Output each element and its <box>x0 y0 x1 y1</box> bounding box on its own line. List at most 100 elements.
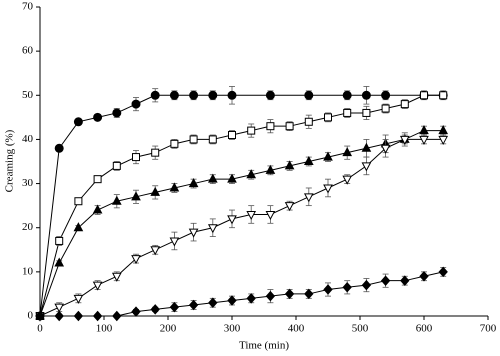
marker <box>381 90 391 100</box>
marker <box>54 310 64 322</box>
marker <box>92 204 103 214</box>
x-tick-label: 0 <box>37 323 43 335</box>
y-tick-label: 70 <box>22 1 34 13</box>
marker <box>324 113 332 122</box>
marker <box>438 135 449 145</box>
marker <box>247 126 256 135</box>
marker <box>246 210 257 221</box>
marker <box>54 257 65 267</box>
marker <box>169 301 180 313</box>
x-tick-label: 200 <box>160 323 177 335</box>
marker <box>170 139 179 148</box>
marker <box>361 90 371 100</box>
marker <box>380 275 391 286</box>
marker <box>323 284 333 295</box>
marker <box>132 153 140 162</box>
marker <box>151 148 160 157</box>
marker <box>304 288 314 300</box>
y-tick-label: 40 <box>22 133 34 145</box>
marker <box>419 271 429 282</box>
marker <box>361 162 372 172</box>
marker <box>131 99 141 109</box>
marker <box>150 246 161 256</box>
marker <box>303 155 314 165</box>
marker <box>361 142 372 152</box>
marker <box>189 90 199 100</box>
marker <box>188 178 199 188</box>
marker <box>92 310 103 322</box>
marker <box>399 135 410 145</box>
marker <box>246 169 257 179</box>
marker <box>419 125 429 135</box>
marker <box>54 303 65 313</box>
marker <box>169 182 180 192</box>
marker <box>188 228 199 238</box>
marker <box>93 112 103 122</box>
marker <box>284 160 295 170</box>
marker <box>169 90 179 100</box>
marker <box>265 164 276 174</box>
marker <box>73 310 84 322</box>
y-tick-label: 10 <box>22 265 34 277</box>
marker <box>227 173 237 183</box>
marker <box>342 175 353 185</box>
marker <box>362 108 371 117</box>
series-line <box>39 130 444 317</box>
x-tick-label: 500 <box>352 323 369 335</box>
marker <box>150 186 161 196</box>
marker <box>112 108 122 118</box>
marker <box>35 310 45 322</box>
marker <box>400 100 409 109</box>
marker <box>285 122 294 131</box>
marker <box>55 236 64 245</box>
marker <box>150 304 160 315</box>
series-line <box>39 94 444 317</box>
marker <box>73 294 84 304</box>
marker <box>208 297 218 309</box>
y-tick-label: 60 <box>22 45 34 57</box>
marker <box>265 290 276 302</box>
marker <box>189 135 198 144</box>
marker <box>131 191 141 201</box>
marker <box>111 195 122 205</box>
marker <box>266 122 275 131</box>
series-line <box>39 138 444 317</box>
marker <box>323 184 333 194</box>
marker <box>92 281 103 291</box>
marker <box>265 210 276 221</box>
series-line <box>40 271 444 317</box>
marker <box>284 202 295 212</box>
marker <box>323 151 333 161</box>
marker <box>54 143 64 153</box>
x-tick-label: 400 <box>288 323 305 335</box>
marker <box>93 175 102 184</box>
marker <box>246 293 256 304</box>
marker <box>400 275 410 286</box>
marker <box>169 237 180 247</box>
marker <box>208 135 217 144</box>
marker <box>361 279 372 291</box>
marker <box>73 117 83 127</box>
marker <box>438 266 448 278</box>
marker <box>150 90 160 100</box>
marker <box>284 288 295 300</box>
x-tick-label: 600 <box>416 323 433 335</box>
marker <box>304 90 314 100</box>
marker <box>380 144 391 154</box>
marker <box>74 197 83 206</box>
marker <box>303 193 314 203</box>
marker <box>112 161 121 170</box>
marker <box>207 173 218 183</box>
x-tick-label: 300 <box>224 323 241 335</box>
marker <box>112 310 122 322</box>
marker <box>343 108 352 117</box>
y-tick-label: 30 <box>22 177 34 189</box>
x-tick-label: 700 <box>480 323 497 335</box>
marker <box>188 299 199 311</box>
marker <box>208 90 218 100</box>
y-tick-label: 20 <box>22 221 34 233</box>
y-tick-label: 50 <box>22 89 34 101</box>
y-axis-label: Creaming (%) <box>4 129 16 192</box>
